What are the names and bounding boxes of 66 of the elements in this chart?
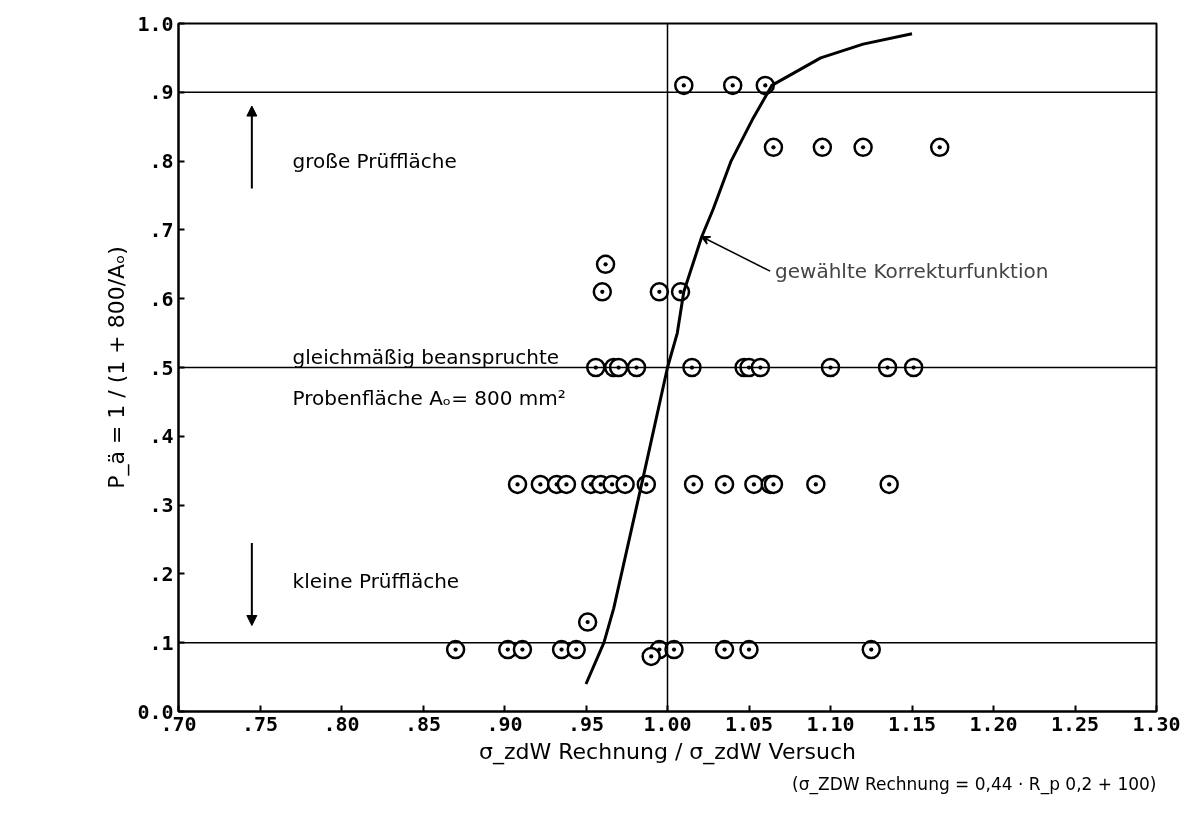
- point: [853, 137, 873, 158]
- point: [750, 357, 771, 378]
- point: [877, 357, 898, 378]
- point: [674, 75, 694, 96]
- point: [608, 357, 629, 378]
- point: [812, 137, 833, 158]
- point: [763, 137, 784, 158]
- point: [714, 639, 735, 660]
- y-axis-title: P_ä = 1 / (1 + 800/Aₒ): [104, 246, 131, 489]
- point: [664, 639, 684, 660]
- point: [586, 357, 606, 378]
- y-tick-label: .6: [149, 286, 174, 311]
- y-tick-label: .9: [149, 80, 174, 105]
- x-tick-label: .75: [241, 711, 279, 736]
- point: [615, 474, 635, 495]
- point: [445, 639, 466, 660]
- point: [806, 474, 826, 495]
- point: [626, 357, 647, 378]
- annotation: kleine Prüffläche: [292, 568, 460, 593]
- y-tick-label: .3: [149, 493, 174, 518]
- point: [820, 357, 841, 378]
- x-tick-label: .95: [567, 711, 605, 736]
- point: [566, 639, 586, 660]
- point: [556, 474, 577, 495]
- y-tick-label: .5: [149, 355, 174, 380]
- point: [507, 474, 528, 495]
- y-tick-label: 1.0: [137, 11, 174, 36]
- x-tick-label: 1.15: [887, 711, 937, 736]
- x-tick-label: .85: [404, 711, 442, 736]
- y-tick-label: .4: [149, 424, 174, 449]
- point: [739, 639, 759, 660]
- y-tick-label: .2: [149, 561, 174, 586]
- y-tick-label: .7: [149, 217, 174, 242]
- x-tick-label: 1.20: [969, 711, 1018, 736]
- annotation: Probenfläche Aₒ= 800 mm²: [292, 386, 566, 411]
- point: [722, 75, 743, 96]
- y-tick-label: 0.0: [137, 699, 174, 724]
- x-tick-label: .80: [323, 711, 360, 736]
- x-tick-label: 1.00: [643, 711, 692, 736]
- point: [577, 612, 598, 632]
- x-axis-title: σ_zdW Rechnung / σ_zdW Versuch: [479, 738, 856, 765]
- x-tick-label: 1.30: [1132, 711, 1181, 736]
- point: [861, 639, 881, 660]
- point: [592, 282, 613, 302]
- point: [641, 646, 661, 667]
- y-tick-label: .8: [149, 149, 174, 174]
- annotation: gleichmäßig beanspruchte: [292, 345, 560, 370]
- point: [929, 137, 950, 158]
- point: [879, 474, 899, 495]
- y-tick-label: .1: [149, 630, 174, 655]
- x-tick-label: 1.10: [806, 711, 855, 736]
- text: (σ_ZDW Rechnung = 0,44 · R_p 0,2 + 100): [792, 773, 1157, 795]
- point: [744, 474, 764, 495]
- point: [649, 282, 670, 302]
- x-tick-label: 1.05: [724, 711, 774, 736]
- point: [714, 474, 735, 495]
- point: [512, 639, 533, 660]
- point: [903, 357, 924, 378]
- annotation: große Prüffläche: [292, 149, 457, 174]
- x-tick-label: 1.25: [1050, 711, 1100, 736]
- annotation: gewählte Korrekturfunktion: [775, 259, 1049, 284]
- point: [683, 474, 704, 495]
- point: [595, 254, 616, 275]
- x-tick-label: .90: [486, 711, 523, 736]
- point: [682, 357, 702, 378]
- point: [530, 474, 551, 495]
